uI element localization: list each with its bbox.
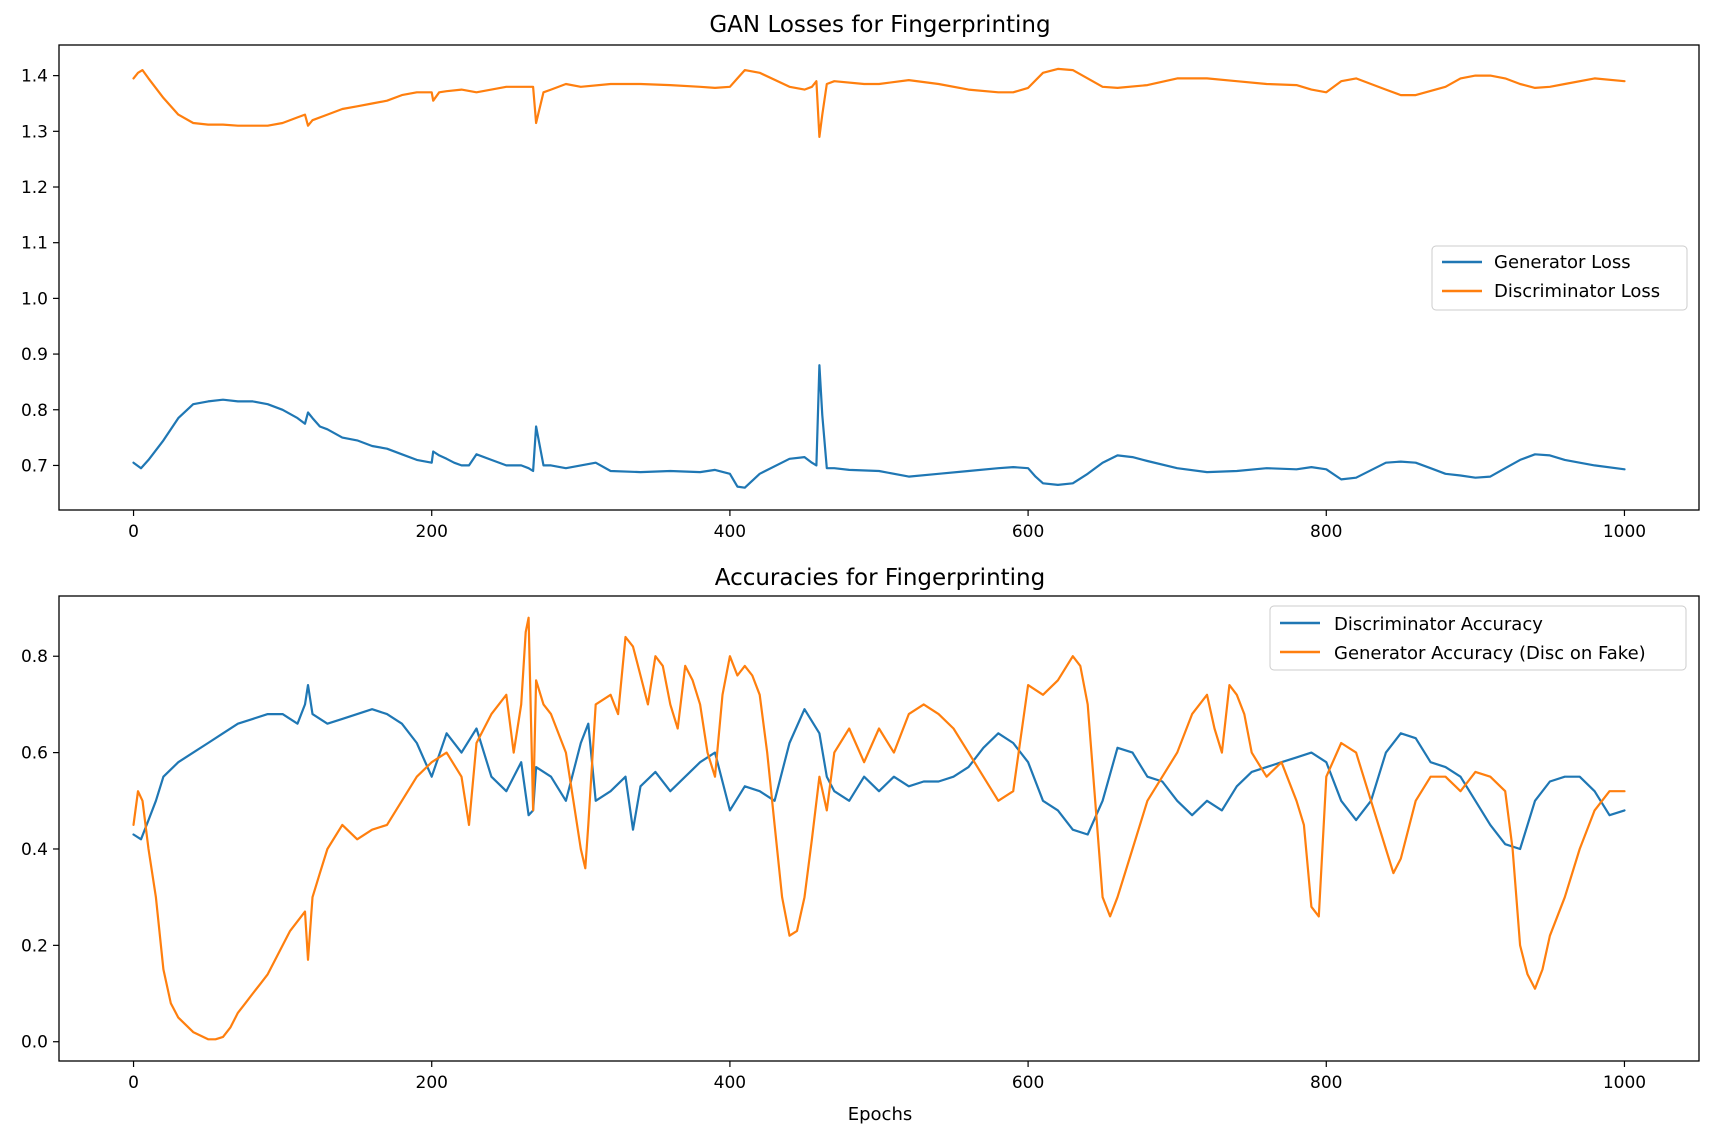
accuracy-chart-xlabel: Epochs xyxy=(848,1104,913,1125)
loss-chart: GAN Losses for Fingerprinting 0 200 400 600… xyxy=(21,12,1700,542)
accuracy-chart-title: Accuracies for Fingerprinting xyxy=(715,565,1046,591)
y-tick-label: 0.2 xyxy=(21,936,48,956)
loss-legend-box xyxy=(1431,245,1688,311)
y-tick-label: 1.3 xyxy=(21,122,48,142)
loss-chart-ticks: 0 200 400 600 800 1000 0.7 0.8 0.9 1.0 1.1 1.2 1.3 1.… xyxy=(21,67,1646,542)
y-tick-label: 1.1 xyxy=(21,234,48,254)
y-tick-label: 0.7 xyxy=(21,456,48,476)
x-tick-label: 0 xyxy=(128,522,139,542)
legend-label-discriminator-accuracy: Discriminator Accuracy xyxy=(1334,614,1543,635)
y-tick-label: 1.0 xyxy=(21,289,48,309)
accuracy-legend-box xyxy=(1269,605,1687,671)
accuracy-chart-ticks: 0 200 400 600 800 1000 0.0 0.2 0.4 0.6 0.8 xyxy=(21,647,1646,1093)
accuracy-chart: Accuracies for Fingerprinting 0 200 400 600… xyxy=(21,565,1700,1125)
loss-chart-series xyxy=(132,67,1626,489)
y-tick-label: 0.8 xyxy=(21,647,48,667)
x-tick-label: 1000 xyxy=(1603,1073,1646,1093)
x-tick-label: 600 xyxy=(1012,1073,1044,1093)
x-tick-label: 600 xyxy=(1012,522,1044,542)
accuracy-chart-series xyxy=(132,616,1626,1041)
legend-label-discriminator-loss: Discriminator Loss xyxy=(1494,281,1660,302)
series-line-discriminator-loss xyxy=(132,67,1626,138)
x-tick-label: 1000 xyxy=(1603,522,1646,542)
y-tick-label: 0.9 xyxy=(21,345,48,365)
y-tick-label: 0.4 xyxy=(21,840,48,860)
y-tick-label: 0.6 xyxy=(21,744,48,764)
legend-label-generator-loss: Generator Loss xyxy=(1494,252,1631,273)
x-tick-label: 800 xyxy=(1310,1073,1342,1093)
loss-chart-legend: Generator Loss Discriminator Loss xyxy=(1431,245,1688,311)
x-tick-label: 800 xyxy=(1310,522,1342,542)
y-tick-label: 1.4 xyxy=(21,67,48,87)
loss-chart-title: GAN Losses for Fingerprinting xyxy=(709,12,1050,38)
series-line-generator-accuracy-disc-on-fake xyxy=(132,616,1626,1041)
x-tick-label: 0 xyxy=(128,1073,139,1093)
x-tick-label: 400 xyxy=(714,522,746,542)
x-tick-label: 200 xyxy=(416,522,448,542)
accuracy-chart-legend: Discriminator Accuracy Generator Accurac… xyxy=(1269,605,1687,671)
y-tick-label: 0.8 xyxy=(21,401,48,421)
y-tick-label: 0.0 xyxy=(21,1033,48,1053)
series-line-discriminator-accuracy xyxy=(132,683,1626,851)
accuracy-chart-frame xyxy=(58,595,1700,1062)
legend-label-generator-accuracy: Generator Accuracy (Disc on Fake) xyxy=(1334,643,1646,664)
y-tick-label: 1.2 xyxy=(21,178,48,198)
x-tick-label: 200 xyxy=(416,1073,448,1093)
series-line-generator-loss xyxy=(132,364,1626,489)
loss-chart-frame xyxy=(58,44,1700,511)
x-tick-label: 400 xyxy=(714,1073,746,1093)
